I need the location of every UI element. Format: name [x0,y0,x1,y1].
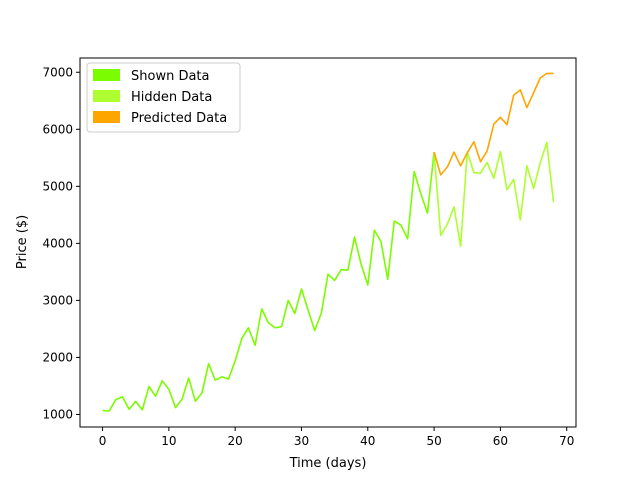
legend-swatch [93,111,120,123]
legend-label: Predicted Data [131,111,227,126]
plot-area [102,72,555,412]
x-axis-label: Time (days) [289,456,367,471]
series-line-hidden-data [433,141,555,247]
legend-label: Shown Data [131,69,210,84]
legend: Shown Data Hidden Data Predicted Data [86,62,241,133]
y-tick-label: 4000 [42,236,73,250]
y-tick-label: 3000 [42,293,73,307]
y-tick-label: 5000 [42,179,73,193]
y-tick-label: 1000 [42,407,73,421]
x-tick-label: 20 [228,434,243,448]
legend-label: Hidden Data [131,90,212,105]
legend-frame [86,62,241,133]
x-tick-label: 10 [161,434,176,448]
x-tick-label: 70 [559,434,574,448]
series-line-shown-data [102,152,435,412]
y-axis-label: Price ($) [15,215,30,269]
y-tick-label: 6000 [42,122,73,136]
y-tick-label: 2000 [42,350,73,364]
x-tick-label: 50 [426,434,441,448]
x-tick-label: 60 [493,434,508,448]
x-tick-label: 30 [294,434,309,448]
legend-swatch [93,90,120,102]
axes-frame [79,57,577,428]
legend-swatch [93,69,120,81]
y-tick-label: 7000 [42,65,73,79]
y-axis-ticks: 1000 2000 3000 4000 5000 6000 7000 [42,65,80,421]
x-tick-label: 0 [99,434,107,448]
x-tick-label: 40 [360,434,375,448]
x-axis-ticks: 0 10 20 30 40 50 60 70 [99,427,574,448]
series-line-predicted-data [433,72,554,176]
